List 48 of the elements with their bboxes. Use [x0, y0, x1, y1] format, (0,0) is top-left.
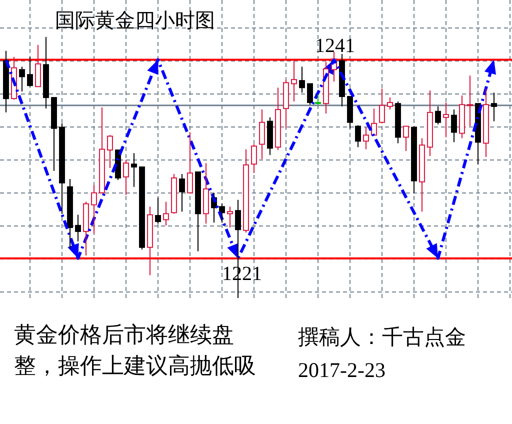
candlestick	[315, 94, 321, 106]
candlestick	[67, 178, 73, 249]
annotation: 1241	[315, 35, 355, 57]
candlestick	[427, 90, 433, 157]
candlestick	[227, 206, 233, 228]
chart-title: 国际黄金四小时图	[55, 10, 215, 32]
candlestick	[91, 184, 97, 234]
candlestick	[243, 148, 249, 233]
candlestick	[123, 159, 129, 196]
candlestick	[107, 134, 113, 169]
candlestick	[291, 60, 297, 102]
candlestick	[171, 174, 177, 214]
candlestick	[419, 138, 425, 212]
candlestick	[435, 106, 441, 125]
candlestick	[163, 201, 169, 226]
candlestick	[19, 66, 25, 92]
candlestick	[443, 102, 449, 138]
candlestick	[483, 88, 489, 158]
candlestick	[275, 87, 281, 151]
candlestick	[395, 100, 401, 144]
candlestick	[83, 201, 89, 256]
text: 2017-2-23	[298, 358, 386, 382]
candlestick	[155, 197, 161, 224]
candlestick	[179, 174, 185, 212]
text: 黄金价格后市将继续盘整，操作上建议高抛低吸	[14, 322, 256, 378]
candlestick	[299, 66, 305, 94]
candlestick	[467, 75, 473, 127]
candlestick	[491, 92, 497, 122]
candlestick	[283, 79, 289, 129]
candlestick	[3, 50, 9, 113]
candlestick	[387, 97, 393, 110]
candlestick	[43, 36, 49, 110]
candlestick	[267, 116, 273, 156]
candlestick	[259, 109, 265, 160]
candlestick	[459, 94, 465, 139]
candlestick	[27, 56, 33, 88]
candlestick	[379, 88, 385, 124]
candlestick	[203, 162, 209, 224]
candlestick	[219, 203, 225, 224]
candlestick	[363, 126, 369, 150]
candlestick	[355, 124, 361, 148]
candlestick	[75, 214, 81, 242]
candlestick	[451, 109, 457, 143]
text: 撰稿人：千古点金	[298, 325, 466, 349]
candlestick	[147, 206, 153, 276]
candlestick	[59, 122, 65, 214]
candlestick	[131, 152, 137, 188]
candlestick	[411, 126, 417, 194]
